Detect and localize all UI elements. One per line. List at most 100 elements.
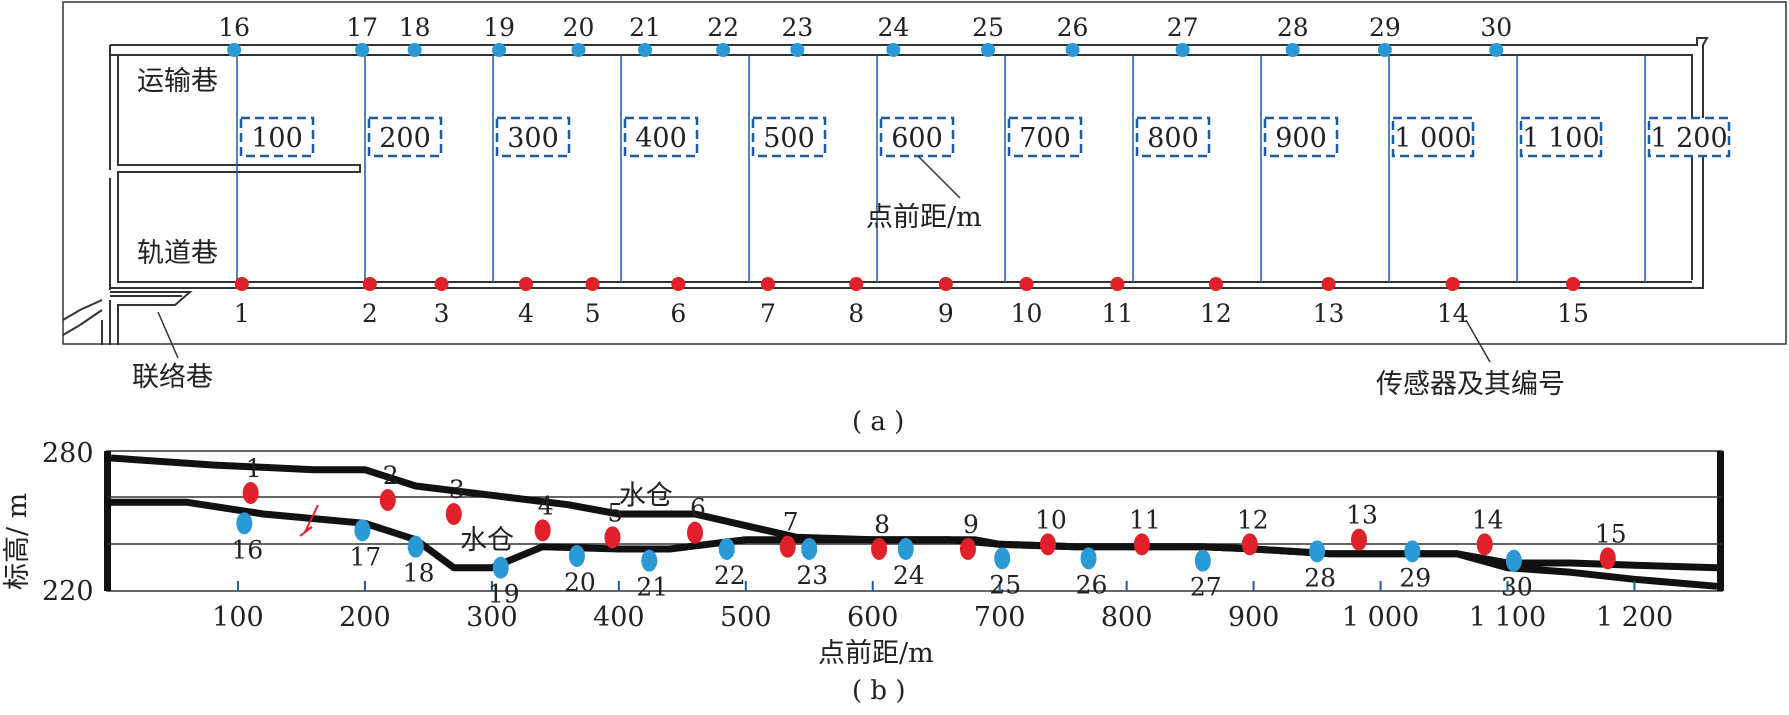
distance-label-200: 200 [379, 123, 431, 154]
profile-sensor-label-15: 15 [1595, 519, 1627, 548]
xtick-1000: 1 000 [1342, 602, 1419, 633]
profile-sensor-4 [534, 519, 551, 542]
track-roadway-sensors: 1 2 3 4 5 6 7 8 9 10 11 12 13 14 15 [234, 277, 1589, 328]
distance-box-500 [751, 116, 827, 158]
label-distance-unit: 点前距/m [866, 202, 982, 233]
distance-label-1000: 1 000 [1394, 123, 1471, 154]
profile-sensor-18 [407, 535, 424, 558]
profile-sensor-label-12: 12 [1237, 505, 1269, 534]
distance-label-1100: 1 100 [1522, 123, 1599, 154]
profile-sensor-label-20: 20 [564, 568, 596, 597]
distance-box-1100 [1519, 116, 1603, 158]
xtick-1100: 1 100 [1469, 602, 1546, 633]
profile-sensor-20 [568, 545, 585, 567]
profile-sensor-label-6: 6 [690, 494, 706, 523]
profile-sensor-25 [994, 547, 1011, 570]
sensor-label-21: 21 [629, 13, 661, 42]
distance-gridlines [236, 55, 1646, 282]
profile-sensor-label-3: 3 [449, 475, 465, 504]
profile-sensor-28 [1309, 540, 1326, 563]
profile-sensor-label-16: 16 [231, 535, 263, 564]
xtick-400: 400 [593, 602, 645, 633]
x-axis-label: 点前距/m [818, 638, 934, 669]
profile-sensor-5 [604, 526, 621, 549]
xtick-200: 200 [339, 602, 391, 633]
distance-label-800: 800 [1147, 123, 1199, 154]
sensor-25 [981, 43, 996, 57]
sensor-label-2: 2 [362, 299, 378, 328]
sensor-13 [1321, 277, 1336, 291]
distance-label-500: 500 [763, 123, 815, 154]
distance-label-100: 100 [251, 123, 303, 154]
sensor-5 [585, 277, 600, 291]
annotation-sump-1: 水仓 [619, 481, 673, 512]
sensor-label-6: 6 [670, 299, 686, 328]
profile-sensor-label-5: 5 [608, 498, 624, 527]
profile-sensor-29 [1404, 540, 1421, 563]
sensor-10 [1019, 277, 1034, 291]
sensor-22 [716, 43, 731, 57]
profile-sensor-16 [236, 512, 253, 535]
profile-sensor-label-10: 10 [1035, 505, 1067, 534]
xtick-1200: 1 200 [1596, 602, 1673, 633]
distance-leader [917, 155, 961, 199]
sensor-20 [571, 43, 586, 57]
track-sensors-profile: 1 2 34 5 6 7 8 9 10 11 12 13 14 15 [242, 454, 1627, 570]
profile-sensor-12 [1241, 533, 1258, 556]
sensor-label-20: 20 [563, 13, 595, 42]
sensor-6 [671, 277, 686, 291]
sensor-label-24: 24 [877, 13, 909, 42]
profile-sensor-label-21: 21 [636, 573, 668, 602]
sensor-label-10: 10 [1011, 299, 1043, 328]
sensor-8 [849, 277, 864, 291]
profile-sensor-22 [718, 538, 735, 560]
profile-sensor-label-27: 27 [1190, 573, 1222, 602]
sensor-label-23: 23 [781, 13, 813, 42]
profile-sensor-label-25: 25 [989, 570, 1021, 599]
xtick-300: 300 [466, 602, 518, 633]
profile-sensor-label-29: 29 [1399, 563, 1431, 592]
profile-sensor-9 [959, 538, 976, 560]
left-border [104, 451, 111, 591]
sensor-label-12: 12 [1200, 299, 1232, 328]
sensor-label-13: 13 [1313, 299, 1345, 328]
sensor-label-28: 28 [1277, 13, 1309, 42]
label-link-roadway: 联络巷 [132, 362, 213, 393]
profile-sensor-label-11: 11 [1129, 505, 1161, 534]
ytick-220: 220 [42, 576, 94, 607]
profile-sensor-1 [242, 482, 259, 504]
label-sensors: 传感器及其编号 [1376, 369, 1565, 400]
distance-markers: 100 200 300 400 500 600 700 800 900 1 000 1 100 1 2… [239, 116, 1731, 158]
profile-sensor-7 [779, 535, 796, 558]
distance-label-1200: 1 200 [1650, 123, 1727, 154]
xtick-500: 500 [720, 602, 772, 633]
profile-sensor-label-26: 26 [1076, 570, 1108, 599]
sensor-label-25: 25 [972, 13, 1004, 42]
caption-a: ( a ) [852, 407, 904, 437]
label-transport-roadway: 运输巷 [137, 66, 218, 97]
xtick-900: 900 [1228, 602, 1280, 633]
distance-label-900: 900 [1275, 123, 1327, 154]
distance-box-100 [239, 116, 315, 158]
transport-sensors-profile: 16 17 18 19 20 21 22 23 24 25 26 27 28 29 30 [231, 512, 1533, 609]
ytick-280: 280 [42, 438, 94, 469]
distance-box-900 [1263, 116, 1339, 158]
profile-sensor-23 [801, 538, 818, 560]
distance-label-600: 600 [891, 123, 943, 154]
sensor-label-27: 27 [1167, 13, 1199, 42]
sensor-1 [234, 277, 249, 291]
profile-sensor-3 [445, 503, 462, 525]
profile-sensor-11 [1133, 533, 1150, 556]
sensor-27 [1175, 43, 1190, 57]
distance-label-300: 300 [507, 123, 559, 154]
sensor-3 [434, 277, 449, 291]
sensor-18 [407, 43, 422, 57]
sensor-14 [1445, 277, 1460, 291]
sensor-label-3: 3 [434, 299, 450, 328]
profile-sensor-30 [1505, 549, 1522, 572]
xtick-700: 700 [974, 602, 1026, 633]
sensor-30 [1489, 43, 1504, 57]
distance-box-800 [1135, 116, 1211, 158]
xtick-800: 800 [1101, 602, 1153, 633]
